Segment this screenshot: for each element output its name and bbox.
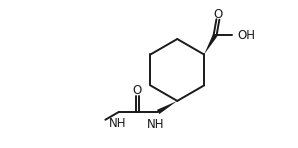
Text: O: O bbox=[133, 85, 142, 97]
Text: OH: OH bbox=[237, 29, 255, 42]
Text: NH: NH bbox=[147, 118, 165, 131]
Text: O: O bbox=[213, 8, 223, 21]
Polygon shape bbox=[204, 34, 217, 54]
Text: NH: NH bbox=[109, 117, 127, 130]
Polygon shape bbox=[157, 101, 177, 114]
